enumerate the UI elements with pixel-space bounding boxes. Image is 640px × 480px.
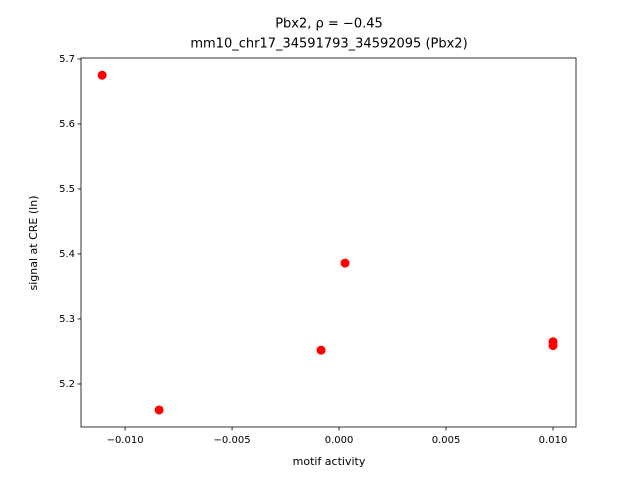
plot-frame xyxy=(80,57,577,428)
y-tick-label: 5.7 xyxy=(59,54,75,65)
y-axis-label: signal at CRE (ln) xyxy=(27,196,40,291)
x-tick-label: 0.010 xyxy=(539,435,568,446)
x-tick-label: −0.005 xyxy=(214,435,251,446)
y-tick-label: 5.4 xyxy=(59,249,75,260)
y-tick-label: 5.3 xyxy=(59,314,75,325)
chart-subtitle: mm10_chr17_34591793_34592095 (Pbx2) xyxy=(190,37,467,52)
x-tick-label: 0.000 xyxy=(325,435,354,446)
y-tick-label: 5.6 xyxy=(59,119,75,130)
point xyxy=(97,70,107,80)
point xyxy=(548,341,558,351)
y-tick-label: 5.5 xyxy=(59,184,75,195)
point xyxy=(340,258,350,268)
point xyxy=(154,405,164,415)
x-axis-label: motif activity xyxy=(293,455,366,468)
x-tick-label: 0.005 xyxy=(432,435,461,446)
point xyxy=(316,345,326,355)
chart-title: Pbx2, ρ = −0.45 xyxy=(275,17,383,32)
x-tick-label: −0.010 xyxy=(107,435,144,446)
y-tick-label: 5.2 xyxy=(59,379,75,390)
